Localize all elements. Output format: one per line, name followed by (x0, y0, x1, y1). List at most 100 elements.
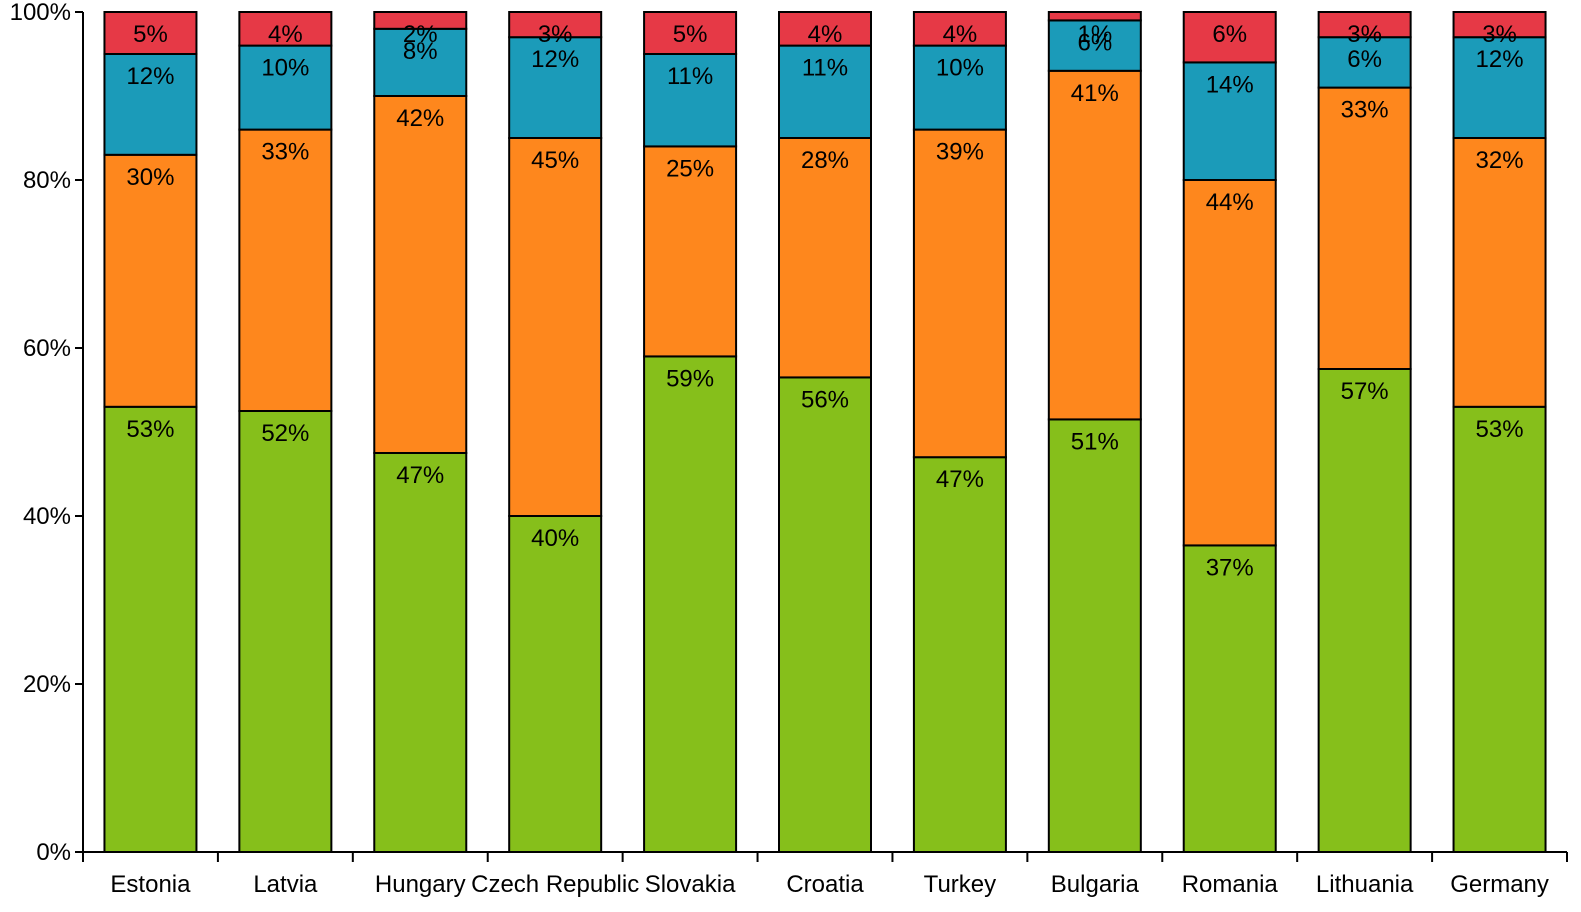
bar-segment-hungary-3 (373, 27, 468, 97)
data-label-turkey-2: 39% (936, 139, 984, 166)
data-label-bulgaria-3: 6% (1077, 29, 1112, 56)
data-label-hungary-3: 8% (403, 38, 438, 65)
data-label-latvia-3: 10% (261, 55, 309, 82)
bar-segment-germany-2 (1452, 137, 1547, 408)
data-label-romania-3: 14% (1206, 71, 1254, 98)
bar-segment-hungary-1 (373, 452, 468, 853)
data-label-lithuania-4: 3% (1347, 21, 1382, 48)
data-label-slovakia-1: 59% (666, 365, 714, 392)
bar-segment-germany-1 (1452, 405, 1547, 853)
bar-segment-slovakia-3 (643, 53, 738, 148)
bar-segment-lithuania-1 (1317, 368, 1412, 853)
data-label-latvia-4: 4% (268, 21, 303, 48)
bar-segment-lithuania-4 (1317, 11, 1412, 39)
data-label-czech-republic-1: 40% (531, 525, 579, 552)
data-label-czech-republic-4: 3% (538, 21, 573, 48)
y-tick-label-1: 20% (23, 671, 71, 698)
bar-segment-romania-2 (1182, 179, 1277, 547)
data-label-slovakia-2: 25% (666, 155, 714, 182)
bar-segment-turkey-2 (912, 128, 1007, 459)
data-label-hungary-4: 2% (403, 21, 438, 48)
data-label-romania-1: 37% (1206, 554, 1254, 581)
data-label-croatia-2: 28% (801, 147, 849, 174)
bar-segment-czech-republic-4 (508, 11, 603, 39)
data-label-bulgaria-1: 51% (1071, 428, 1119, 455)
data-label-romania-2: 44% (1206, 189, 1254, 216)
data-label-croatia-4: 4% (808, 21, 843, 48)
bar-segment-lithuania-3 (1317, 36, 1412, 89)
bar-segment-slovakia-1 (643, 355, 738, 853)
axes-layer: Estonia Latvia Hungary Czech Republic Slovak… (10, 0, 1568, 898)
x-tick-label-turkey: Turkey (924, 871, 996, 898)
bar-segment-romania-4 (1182, 11, 1277, 64)
bar-segment-bulgaria-4 (1047, 11, 1142, 22)
bar-segment-slovakia-2 (643, 145, 738, 358)
y-tick-label-5: 100% (10, 0, 71, 26)
bar-segment-czech-republic-1 (508, 515, 603, 853)
x-tick-label-bulgaria: Bulgaria (1051, 871, 1140, 898)
bar-segment-romania-3 (1182, 61, 1277, 181)
bar-segment-bulgaria-1 (1047, 418, 1142, 853)
data-label-croatia-1: 56% (801, 386, 849, 413)
data-label-czech-republic-2: 45% (531, 147, 579, 174)
data-label-czech-republic-3: 12% (531, 46, 579, 73)
y-tick-label-3: 60% (23, 335, 71, 362)
bar-segment-hungary-4 (373, 11, 468, 30)
bar-segment-czech-republic-3 (508, 36, 603, 140)
bar-segment-turkey-1 (912, 456, 1007, 853)
data-label-croatia-3: 11% (802, 55, 848, 82)
bar-segment-latvia-4 (238, 11, 333, 47)
bar-segment-croatia-4 (778, 11, 872, 47)
x-tick-label-romania: Romania (1182, 871, 1279, 898)
data-label-bulgaria-4: 1% (1077, 21, 1112, 48)
y-tick-label-4: 80% (23, 167, 71, 194)
x-tick-label-czech-republic: Czech Republic (471, 871, 639, 898)
bar-segment-latvia-1 (238, 410, 333, 853)
x-tick-label-latvia: Latvia (253, 871, 318, 898)
x-tick-label-slovakia: Slovakia (645, 871, 736, 898)
data-label-estonia-4: 5% (133, 21, 168, 48)
bar-segment-estonia-4 (103, 11, 198, 55)
data-label-lithuania-1: 57% (1341, 378, 1389, 405)
bar-segment-czech-republic-2 (508, 137, 603, 517)
x-tick-label-lithuania: Lithuania (1316, 871, 1414, 898)
bar-segment-estonia-3 (103, 53, 198, 156)
data-label-germany-4: 3% (1482, 21, 1517, 48)
data-label-latvia-2: 33% (261, 139, 309, 166)
bars-layer (103, 11, 1547, 854)
data-label-germany-2: 32% (1476, 147, 1524, 174)
bar-segment-germany-4 (1452, 11, 1547, 39)
data-label-hungary-2: 42% (396, 105, 444, 132)
bar-segment-estonia-1 (103, 405, 198, 853)
data-label-turkey-3: 10% (936, 55, 984, 82)
data-labels-layer: 53% 30% 12% 5% 52% 33% 10% 4% 47% 42% 8%2% 40% 45% 12… (126, 21, 1523, 581)
y-tick-label-2: 40% (23, 503, 71, 530)
data-label-germany-3: 12% (1476, 46, 1524, 73)
x-tick-label-estonia: Estonia (110, 871, 191, 898)
data-label-slovakia-3: 11% (667, 63, 713, 90)
bar-segment-romania-1 (1182, 544, 1277, 854)
data-label-lithuania-3: 6% (1347, 46, 1382, 73)
data-label-turkey-4: 4% (943, 21, 978, 48)
data-label-estonia-1: 53% (126, 416, 174, 443)
bar-segment-slovakia-4 (643, 11, 738, 55)
data-label-turkey-1: 47% (936, 466, 984, 493)
data-label-estonia-3: 12% (126, 63, 174, 90)
x-tick-label-hungary: Hungary (375, 871, 466, 898)
data-label-romania-4: 6% (1212, 21, 1247, 48)
bar-segment-croatia-3 (778, 44, 872, 139)
bar-segment-hungary-2 (373, 95, 468, 454)
bar-segment-turkey-4 (912, 11, 1007, 47)
bar-segment-estonia-2 (103, 153, 198, 408)
data-label-lithuania-2: 33% (1341, 97, 1389, 124)
bar-segment-croatia-1 (778, 376, 872, 853)
bar-segment-croatia-2 (778, 137, 872, 379)
x-tick-label-germany: Germany (1450, 871, 1549, 898)
bar-segment-latvia-2 (238, 128, 333, 412)
bar-segment-bulgaria-2 (1047, 69, 1142, 421)
data-label-germany-1: 53% (1476, 416, 1524, 443)
data-label-hungary-1: 47% (396, 462, 444, 489)
bar-segment-bulgaria-3 (1047, 19, 1142, 72)
